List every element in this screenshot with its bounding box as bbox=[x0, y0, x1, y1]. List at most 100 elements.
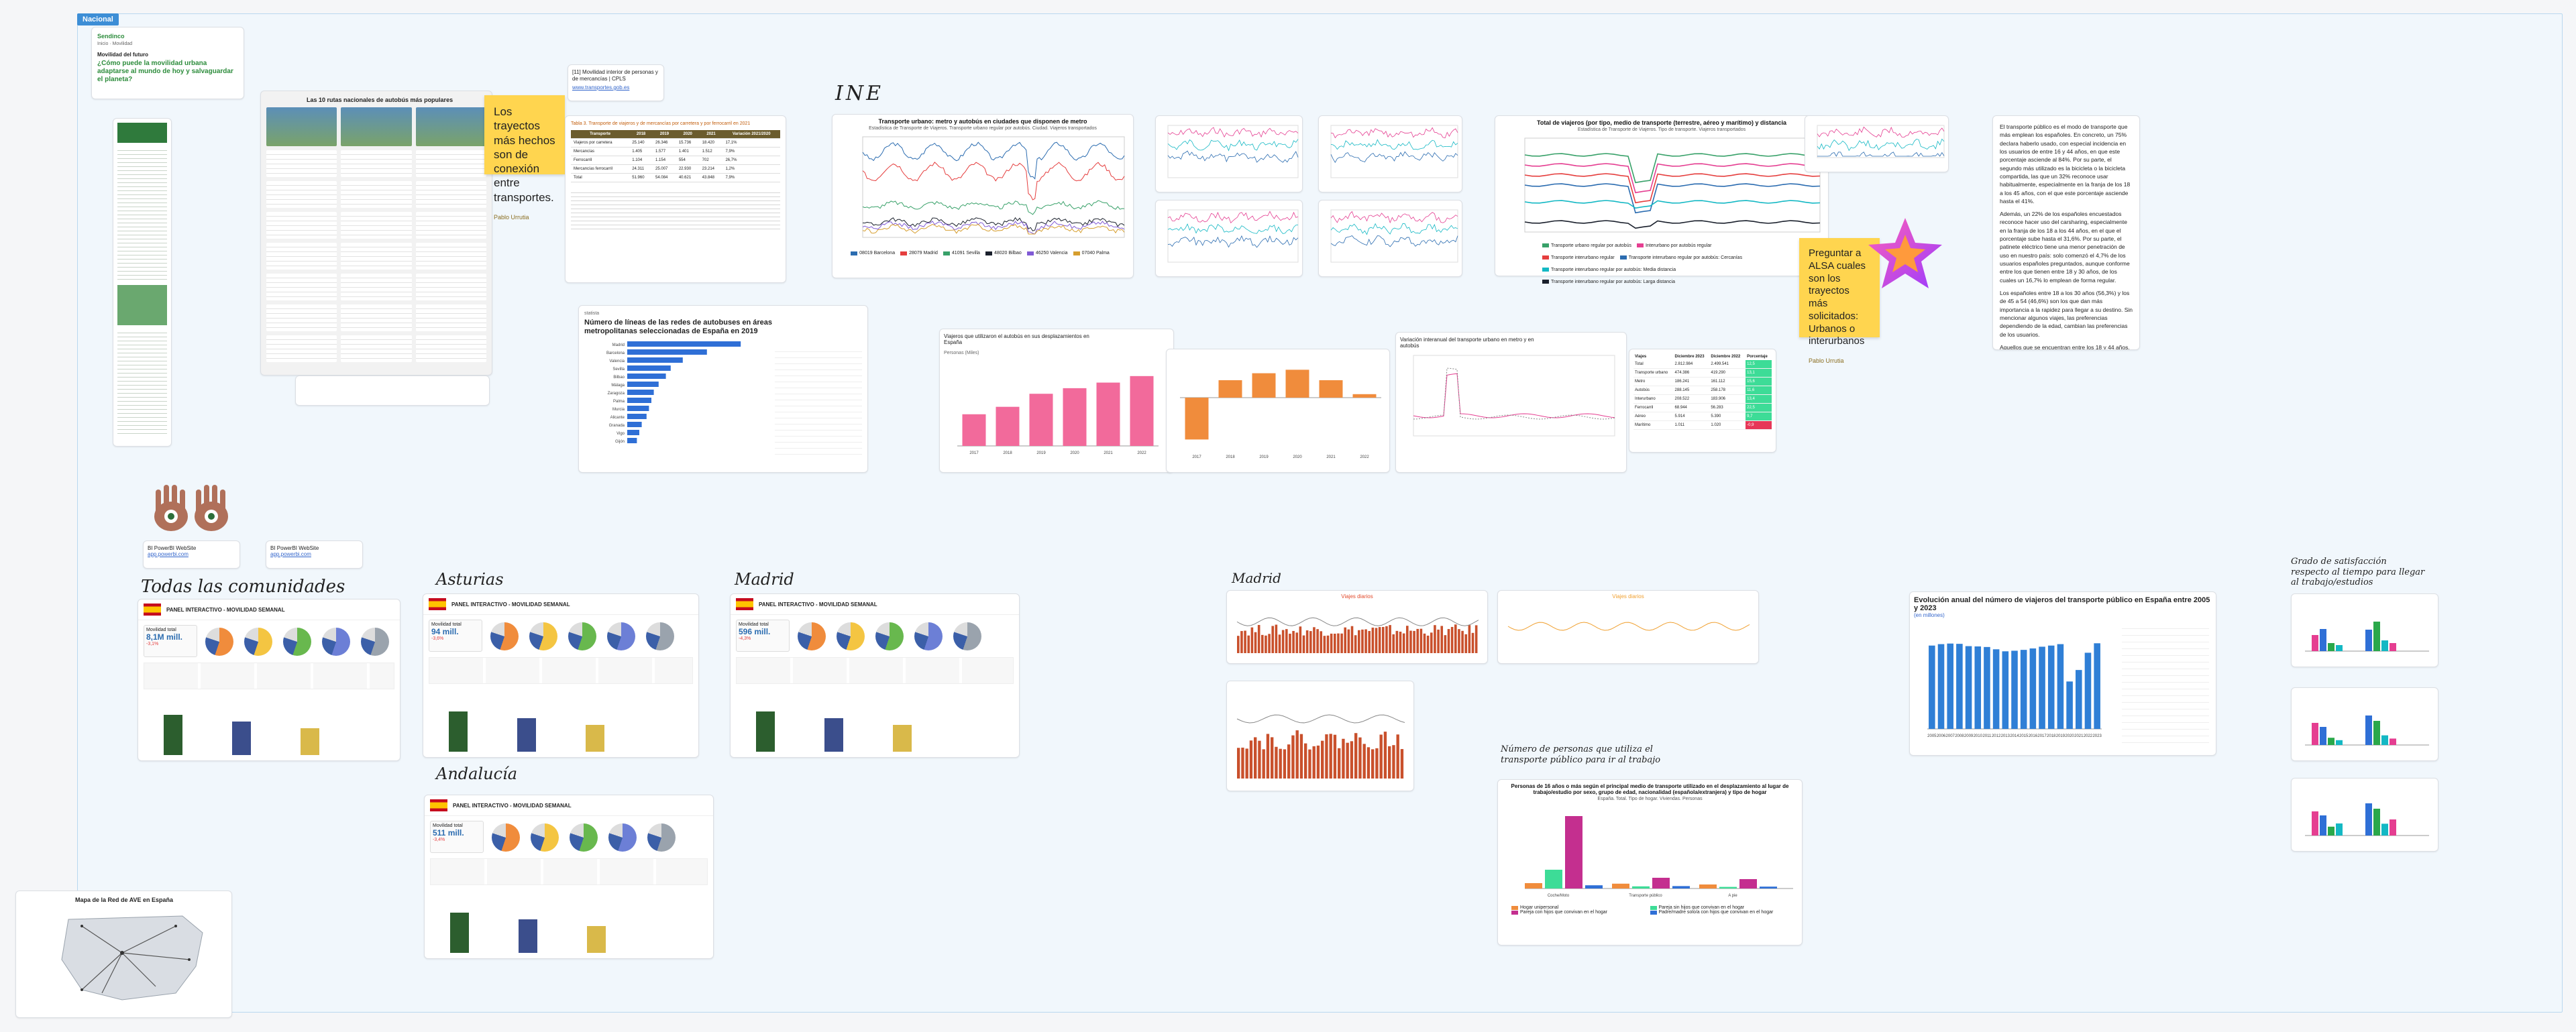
movilidad-link[interactable]: www.transportes.gob.es bbox=[572, 84, 630, 91]
ruta-item[interactable] bbox=[415, 335, 486, 362]
series-line bbox=[862, 162, 1125, 200]
tick-label: 2014 bbox=[2010, 734, 2019, 738]
bar bbox=[2365, 630, 2372, 651]
sendinco-headline: ¿Cómo puede la movilidad urbana adaptars… bbox=[97, 60, 233, 83]
madrid-daily-3[interactable] bbox=[1226, 681, 1414, 791]
mapa-ave-card[interactable]: Mapa de la Red de AVE en España bbox=[15, 891, 232, 1018]
ruta-item[interactable] bbox=[415, 150, 486, 177]
bar bbox=[627, 374, 666, 380]
powerbi-card-2[interactable]: BI PowerBI WebSite app.powerbi.com bbox=[266, 540, 363, 569]
dashboard-andalucia[interactable]: PANEL INTERACTIVO - MOVILIDAD SEMANAL Mov… bbox=[424, 795, 714, 959]
bar bbox=[2381, 640, 2388, 651]
evolucion-card[interactable]: Evolución anual del número de viajeros d… bbox=[1909, 591, 2216, 756]
powerbi-link[interactable]: app.powerbi.com bbox=[270, 551, 311, 557]
bar bbox=[1354, 733, 1358, 779]
bar bbox=[1612, 883, 1629, 888]
rutas-card-extra[interactable] bbox=[295, 376, 490, 406]
mini-chart-3[interactable] bbox=[1155, 200, 1303, 277]
chart-metro-card[interactable]: Transporte urbano: metro y autobús en ci… bbox=[832, 114, 1134, 278]
bar bbox=[1368, 630, 1371, 653]
ruta-item[interactable] bbox=[266, 274, 337, 300]
bar bbox=[1299, 626, 1302, 653]
tabla-transporte-card[interactable]: Tabla 3. Transporte de viajeros y de mer… bbox=[565, 115, 786, 283]
dashboard-madrid[interactable]: PANEL INTERACTIVO - MOVILIDAD SEMANAL Mov… bbox=[730, 593, 1020, 758]
ruta-item[interactable] bbox=[341, 107, 412, 146]
article-screenshot[interactable] bbox=[113, 118, 172, 447]
variacion-bars-card[interactable]: 2017 2018 2019 2020 2021 2022 bbox=[1166, 349, 1390, 473]
ruta-item[interactable] bbox=[341, 181, 412, 208]
dashboard-charts bbox=[429, 689, 693, 752]
rutas-card[interactable]: Las 10 rutas nacionales de autobús más p… bbox=[260, 91, 492, 376]
madrid-daily-1[interactable]: Viajes diarios bbox=[1226, 590, 1488, 664]
kpi-card: Movilidad total 511 mill. -3,4% bbox=[430, 821, 484, 853]
bar bbox=[1947, 643, 1953, 729]
mini-chart-1[interactable] bbox=[1155, 115, 1303, 192]
ruta-item[interactable] bbox=[415, 304, 486, 331]
tick-label: 2015 bbox=[2019, 734, 2029, 738]
ruta-item[interactable] bbox=[341, 243, 412, 270]
ruta-item[interactable] bbox=[415, 243, 486, 270]
ruta-item[interactable] bbox=[341, 274, 412, 300]
bar bbox=[1447, 629, 1450, 653]
mini-chart-4[interactable] bbox=[1318, 200, 1462, 277]
mini-chart-2[interactable] bbox=[1318, 115, 1462, 192]
ruta-item[interactable] bbox=[415, 274, 486, 300]
bar bbox=[2336, 645, 2343, 651]
dashboard-todas[interactable]: PANEL INTERACTIVO - MOVILIDAD SEMANAL Mov… bbox=[138, 599, 400, 761]
dashboard-asturias[interactable]: PANEL INTERACTIVO - MOVILIDAD SEMANAL Mov… bbox=[423, 593, 699, 758]
paragraph-card[interactable]: El transporte público es el modo de tran… bbox=[1992, 115, 2140, 350]
ruta-item[interactable] bbox=[266, 150, 337, 177]
chart-total-card[interactable]: Total de viajeros (por tipo, medio de tr… bbox=[1495, 115, 1829, 284]
dashboard-charts bbox=[736, 689, 1014, 752]
tick-label: 2017 bbox=[969, 451, 979, 455]
ruta-item[interactable] bbox=[341, 212, 412, 239]
bar bbox=[2011, 650, 2018, 729]
sendinco-card[interactable]: Sendinco Inicio · Movilidad Movilidad de… bbox=[91, 27, 244, 99]
bar bbox=[2336, 740, 2343, 745]
bar bbox=[2381, 735, 2388, 745]
legend-entry: 07040 Palma bbox=[1073, 251, 1110, 255]
heading-madrid: Madrid bbox=[735, 570, 794, 589]
ruta-item[interactable] bbox=[266, 107, 337, 146]
ruta-item[interactable] bbox=[415, 181, 486, 208]
ruta-item[interactable] bbox=[266, 212, 337, 239]
ruta-item[interactable] bbox=[266, 181, 337, 208]
bar bbox=[1409, 630, 1412, 653]
grado-chart-3[interactable] bbox=[2291, 778, 2438, 852]
table-header: Diciembre 2023 bbox=[1674, 355, 1705, 359]
ruta-item[interactable] bbox=[341, 304, 412, 331]
sticky-trayectos[interactable]: Los trayectos más hechos son de conexión… bbox=[484, 95, 565, 221]
movilidad-card[interactable]: [11] Movilidad interior de personas y de… bbox=[568, 64, 664, 101]
article-text-block-2 bbox=[117, 329, 167, 437]
bar bbox=[1244, 630, 1246, 653]
ruta-item[interactable] bbox=[266, 243, 337, 270]
grado-chart-2[interactable] bbox=[2291, 687, 2438, 761]
bar bbox=[1392, 745, 1395, 779]
bar bbox=[1313, 627, 1316, 653]
lineas-autobus-card[interactable]: statista Número de líneas de las redes d… bbox=[578, 305, 868, 473]
tabla-viajeros-card[interactable]: Viajes Diciembre 2023 Diciembre 2022 Porcen… bbox=[1629, 349, 1776, 453]
bar bbox=[1545, 870, 1562, 888]
personas-card[interactable]: Personas de 16 años o más según el princ… bbox=[1497, 779, 1803, 945]
mini-chart-5[interactable] bbox=[1805, 115, 1949, 172]
bar bbox=[627, 406, 649, 412]
bar bbox=[2029, 648, 2037, 729]
chart-total-plot bbox=[1524, 137, 1821, 233]
madrid-daily-2[interactable]: Viajes diarios bbox=[1497, 590, 1759, 664]
powerbi-card-1[interactable]: BI PowerBI WebSite app.powerbi.com bbox=[143, 540, 240, 569]
grado-chart-1[interactable] bbox=[2291, 593, 2438, 667]
powerbi-link[interactable]: app.powerbi.com bbox=[148, 551, 189, 557]
ruta-item[interactable] bbox=[341, 335, 412, 362]
frame-label[interactable]: Nacional bbox=[77, 13, 119, 25]
sticky-alsa[interactable]: Preguntar a ALSA cuales son los trayecto… bbox=[1799, 238, 1880, 364]
variacion-interanual-card[interactable]: Variación interanual del transporte urba… bbox=[1395, 332, 1627, 473]
bar bbox=[2390, 643, 2396, 651]
ruta-item[interactable] bbox=[266, 304, 337, 331]
tick-label: 2022 bbox=[1137, 451, 1146, 455]
ruta-item[interactable] bbox=[266, 335, 337, 362]
ruta-item[interactable] bbox=[415, 212, 486, 239]
viajeros-autobus-card[interactable]: Viajeros que utilizaron el autobús en su… bbox=[939, 329, 1174, 473]
ruta-item[interactable] bbox=[415, 107, 486, 146]
ruta-item[interactable] bbox=[341, 150, 412, 177]
